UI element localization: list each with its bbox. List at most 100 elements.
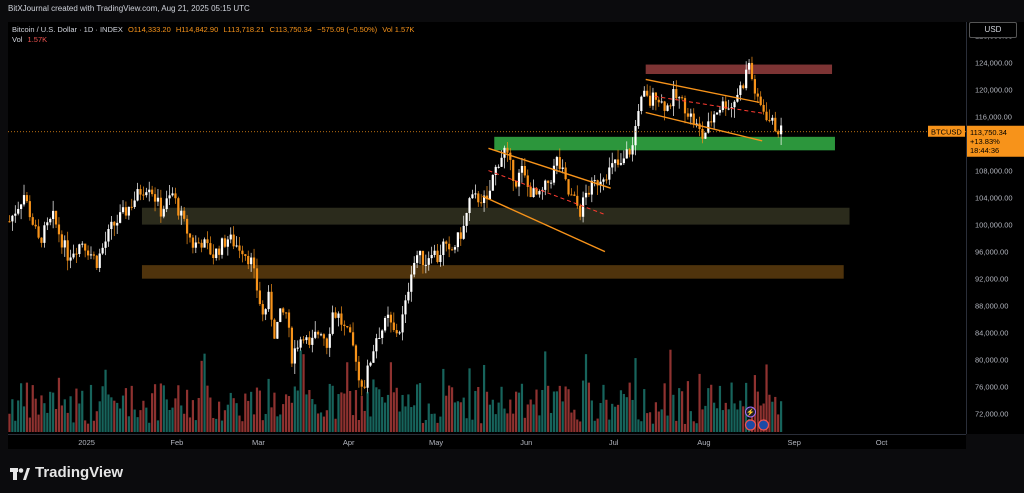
chart-pane[interactable]: ⚡ BTCUSD bbox=[8, 22, 966, 434]
volume-bar bbox=[646, 413, 649, 432]
volume-bar bbox=[555, 391, 558, 432]
volume-bar bbox=[153, 384, 157, 432]
candle-body bbox=[392, 322, 395, 331]
volume-bar bbox=[593, 420, 596, 432]
candle-body bbox=[238, 245, 241, 251]
volume-bar bbox=[14, 420, 17, 432]
volume-bar bbox=[727, 409, 730, 432]
time-tick-label: Aug bbox=[697, 438, 710, 447]
candle-body bbox=[346, 326, 349, 328]
legend-symbol[interactable]: Bitcoin / U.S. Dollar · 1D · INDEX bbox=[12, 25, 123, 34]
time-axis[interactable]: 2025 Feb Mar Apr May Jun Jul Aug Sep Oct bbox=[8, 434, 966, 449]
candle-body bbox=[60, 234, 63, 248]
candle-body bbox=[232, 234, 235, 247]
ohlc-legend: Bitcoin / U.S. Dollar · 1D · INDEX O114,… bbox=[12, 25, 417, 45]
volume-bar bbox=[337, 394, 340, 432]
tradingview-logo[interactable]: TradingView bbox=[10, 464, 123, 481]
volume-bar bbox=[462, 397, 465, 432]
volume-bar bbox=[95, 411, 98, 432]
volume-bar bbox=[66, 412, 69, 432]
volume-bar bbox=[194, 420, 197, 432]
price-axis[interactable]: 128,000.00124,000.00120,000.00116,000.00… bbox=[966, 22, 1024, 434]
volume-bar bbox=[78, 403, 81, 432]
candle-body bbox=[753, 79, 756, 94]
volume-bar bbox=[573, 409, 576, 432]
volume-bar bbox=[308, 389, 311, 432]
volume-bar bbox=[322, 416, 326, 432]
price-chart[interactable]: ⚡ BTCUSD bbox=[8, 22, 966, 434]
current-price: 113,750.34 bbox=[970, 128, 1007, 137]
volume-bar bbox=[683, 423, 687, 432]
volume-bar bbox=[739, 400, 742, 432]
volume-bar bbox=[75, 388, 78, 432]
candle-body bbox=[261, 304, 264, 315]
volume-bar bbox=[369, 416, 372, 432]
price-tick-label: 108,000.00 bbox=[975, 167, 1013, 176]
candle-body bbox=[247, 255, 250, 265]
candle-body bbox=[107, 229, 110, 242]
volume-bar bbox=[101, 386, 104, 432]
currency-button[interactable]: USD bbox=[969, 22, 1017, 38]
volume-bar bbox=[421, 422, 425, 432]
volume-bar bbox=[477, 387, 480, 432]
candle-body bbox=[416, 255, 419, 263]
candle-body bbox=[424, 264, 427, 266]
candle-body bbox=[389, 314, 393, 323]
volume-bar bbox=[442, 368, 445, 432]
candle-body bbox=[244, 254, 247, 256]
candle-body bbox=[692, 113, 695, 125]
candle-body bbox=[98, 253, 101, 268]
volume-bar bbox=[413, 405, 416, 432]
candle-body bbox=[646, 90, 649, 96]
candle-body bbox=[520, 165, 524, 173]
candle-body bbox=[512, 159, 515, 181]
candle-body bbox=[611, 163, 614, 168]
candle-body bbox=[308, 337, 311, 345]
candle-body bbox=[354, 345, 358, 362]
candle-body bbox=[293, 348, 296, 364]
volume-bar bbox=[619, 390, 623, 432]
candle-body bbox=[31, 217, 34, 225]
candle-body bbox=[110, 221, 113, 230]
candle-body bbox=[651, 92, 655, 106]
candle-body bbox=[689, 113, 692, 117]
candle-body bbox=[456, 232, 459, 248]
support-zone bbox=[494, 136, 835, 151]
candle-body bbox=[509, 152, 512, 160]
volume-bar bbox=[343, 393, 346, 432]
candle-body bbox=[762, 104, 765, 112]
candle-body bbox=[290, 327, 294, 364]
candle-body bbox=[494, 166, 497, 175]
candle-body bbox=[54, 210, 58, 225]
candle-body bbox=[488, 190, 492, 200]
volume-bar bbox=[381, 397, 384, 432]
volume-bar bbox=[357, 419, 360, 432]
volume-bar bbox=[756, 391, 759, 432]
candle-body bbox=[625, 149, 628, 159]
volume-bar bbox=[474, 390, 477, 432]
volume-bar bbox=[19, 383, 23, 432]
candle-body bbox=[669, 105, 672, 107]
candle-body bbox=[360, 380, 363, 387]
us-flag-icon bbox=[744, 419, 757, 431]
candle-body bbox=[66, 240, 69, 261]
volume-bar bbox=[331, 385, 334, 432]
candle-body bbox=[745, 69, 748, 89]
volume-bar bbox=[611, 403, 614, 432]
volume-bar bbox=[241, 421, 244, 432]
volume-bar bbox=[60, 405, 63, 432]
volume-label[interactable]: Vol bbox=[12, 35, 23, 44]
candle-body bbox=[750, 62, 754, 80]
volume-bar bbox=[229, 392, 232, 432]
candle-body bbox=[517, 172, 521, 187]
volume-bar bbox=[424, 419, 427, 432]
candle-body bbox=[768, 120, 771, 122]
candle-body bbox=[529, 186, 532, 198]
candle-body bbox=[340, 313, 343, 325]
volume-bar bbox=[535, 389, 538, 432]
candle-body bbox=[482, 195, 486, 203]
candle-body bbox=[8, 221, 11, 223]
volume-bar bbox=[710, 384, 713, 432]
candle-body bbox=[270, 291, 273, 320]
time-tick-label: Apr bbox=[343, 438, 355, 447]
